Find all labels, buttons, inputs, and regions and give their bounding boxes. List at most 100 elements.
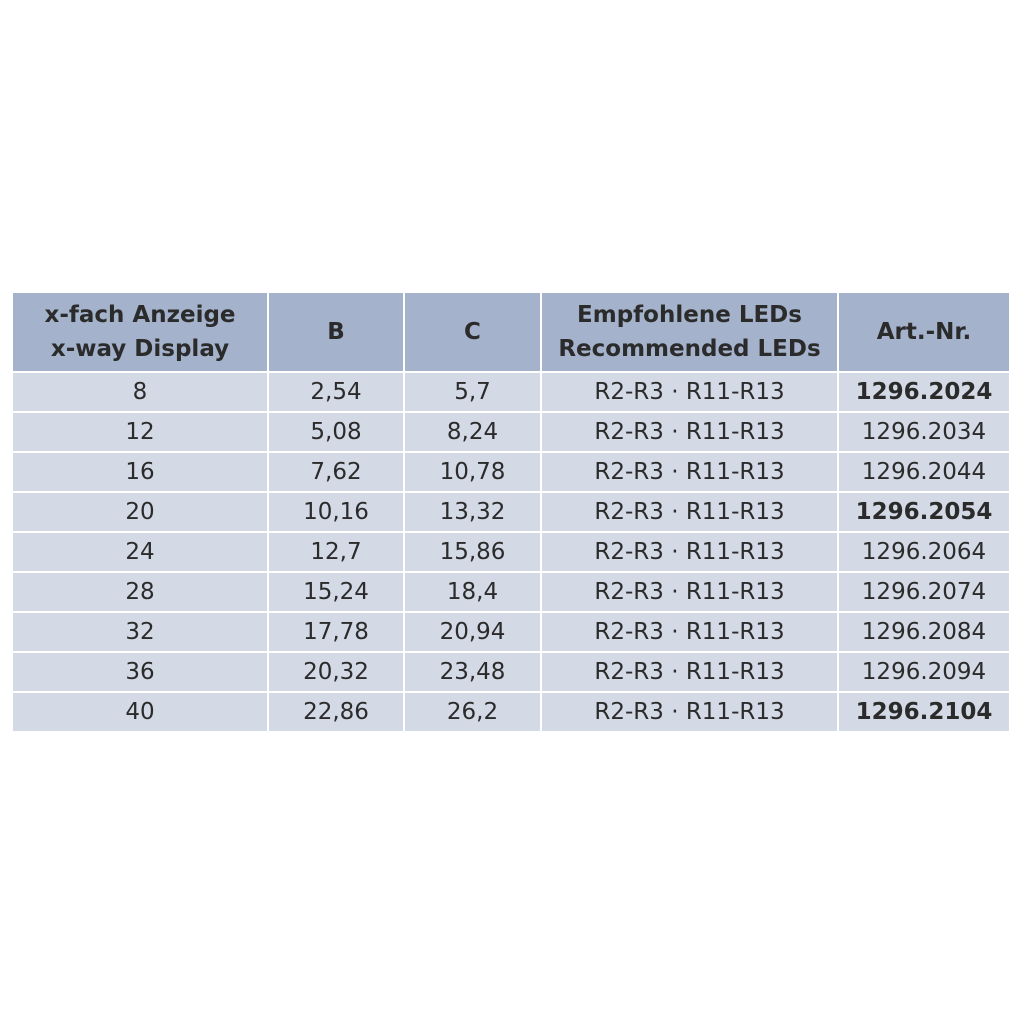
header-text: x-way Display	[50, 336, 230, 362]
table-cell: 28	[13, 573, 267, 611]
table-cell: 15,24	[269, 573, 403, 611]
cell-text: 5,08	[310, 419, 362, 445]
table-cell: 20,94	[405, 613, 540, 651]
table-cell: 1296.2104	[839, 693, 1009, 731]
table-cell: R2-R3 · R11-R13	[542, 613, 837, 651]
cell-text: R2-R3 · R11-R13	[594, 499, 785, 525]
table-cell: 12	[13, 413, 267, 451]
table-cell: 7,62	[269, 453, 403, 491]
cell-text: R2-R3 · R11-R13	[594, 379, 785, 405]
table-cell: 13,32	[405, 493, 540, 531]
cell-text: 8	[132, 379, 148, 405]
cell-text: 26,2	[446, 699, 499, 725]
table-cell: R2-R3 · R11-R13	[542, 533, 837, 571]
table-cell: 18,4	[405, 573, 540, 611]
cell-text: 10,78	[439, 459, 506, 485]
table-cell: 12,7	[269, 533, 403, 571]
cell-text: 12,7	[310, 539, 362, 565]
header-text: x-fach Anzeige	[44, 302, 236, 328]
cell-text: R2-R3 · R11-R13	[594, 539, 785, 565]
table-cell: 10,16	[269, 493, 403, 531]
table-cell: R2-R3 · R11-R13	[542, 413, 837, 451]
table-cell: 20	[13, 493, 267, 531]
table-cell: 1296.2034	[839, 413, 1009, 451]
cell-text: 23,48	[439, 659, 506, 685]
cell-text: R2-R3 · R11-R13	[594, 619, 785, 645]
header-text: B	[327, 319, 345, 345]
cell-text: 1296.2034	[861, 419, 987, 445]
table-cell: 40	[13, 693, 267, 731]
cell-text: R2-R3 · R11-R13	[594, 579, 785, 605]
table-cell: R2-R3 · R11-R13	[542, 573, 837, 611]
cell-text: R2-R3 · R11-R13	[594, 659, 785, 685]
table-cell: 1296.2054	[839, 493, 1009, 531]
header-text: Recommended LEDs	[558, 336, 821, 362]
table-cell: 1296.2074	[839, 573, 1009, 611]
header-cell: C	[405, 293, 540, 371]
header-text: Art.-Nr.	[876, 319, 972, 345]
cell-text: 13,32	[439, 499, 506, 525]
table-cell: 5,7	[405, 373, 540, 411]
table-cell: 1296.2094	[839, 653, 1009, 691]
table-cell: 8,24	[405, 413, 540, 451]
table-cell: R2-R3 · R11-R13	[542, 693, 837, 731]
table-cell: 23,48	[405, 653, 540, 691]
table-cell: 22,86	[269, 693, 403, 731]
table-cell: 15,86	[405, 533, 540, 571]
cell-text: 1296.2084	[861, 619, 987, 645]
cell-text: 16	[125, 459, 155, 485]
cell-text: 1296.2024	[855, 379, 993, 405]
table-cell: 24	[13, 533, 267, 571]
cell-text: 32	[125, 619, 155, 645]
cell-text: 7,62	[310, 459, 362, 485]
table-cell: 8	[13, 373, 267, 411]
cell-text: 20,32	[303, 659, 369, 685]
cell-text: 15,86	[439, 539, 506, 565]
header-cell: Empfohlene LEDs Recommended LEDs	[542, 293, 837, 371]
cell-text: 15,24	[303, 579, 369, 605]
cell-text: R2-R3 · R11-R13	[594, 699, 785, 725]
table-cell: 32	[13, 613, 267, 651]
cell-text: 1296.2094	[861, 659, 987, 685]
table-cell: 2,54	[269, 373, 403, 411]
header-cell: x-fach Anzeige x-way Display	[13, 293, 267, 371]
cell-text: 20	[125, 499, 155, 525]
cell-text: 2,54	[310, 379, 362, 405]
cell-text: 36	[125, 659, 155, 685]
table-cell: R2-R3 · R11-R13	[542, 653, 837, 691]
cell-text: 28	[125, 579, 155, 605]
cell-text: R2-R3 · R11-R13	[594, 419, 785, 445]
cell-text: 24	[125, 539, 155, 565]
table-cell: 16	[13, 453, 267, 491]
cell-text: 10,16	[303, 499, 369, 525]
table-cell: 1296.2064	[839, 533, 1009, 571]
header-cell: Art.-Nr.	[839, 293, 1009, 371]
cell-text: 8,24	[446, 419, 499, 445]
table-cell: R2-R3 · R11-R13	[542, 493, 837, 531]
table-cell: 26,2	[405, 693, 540, 731]
cell-text: 1296.2054	[855, 499, 993, 525]
cell-text: 18,4	[446, 579, 499, 605]
header-cell: B	[269, 293, 403, 371]
table-cell: 1296.2024	[839, 373, 1009, 411]
cell-text: 1296.2064	[861, 539, 987, 565]
cell-text: 5,7	[454, 379, 491, 405]
table-cell: 1296.2084	[839, 613, 1009, 651]
cell-text: R2-R3 · R11-R13	[594, 459, 785, 485]
header-text: Empfohlene LEDs	[577, 302, 802, 328]
cell-text: 1296.2104	[855, 699, 993, 725]
cell-text: 22,86	[303, 699, 369, 725]
table-cell: 1296.2044	[839, 453, 1009, 491]
table-cell: 20,32	[269, 653, 403, 691]
table-cell: 10,78	[405, 453, 540, 491]
table-cell: R2-R3 · R11-R13	[542, 453, 837, 491]
cell-text: 17,78	[303, 619, 369, 645]
product-table: x-fach Anzeige x-way Display B C Empfohlene …	[13, 293, 1009, 732]
cell-text: 12	[125, 419, 155, 445]
table-cell: 17,78	[269, 613, 403, 651]
table-cell: R2-R3 · R11-R13	[542, 373, 837, 411]
table-cell: 36	[13, 653, 267, 691]
cell-text: 1296.2074	[861, 579, 987, 605]
cell-text: 1296.2044	[861, 459, 987, 485]
